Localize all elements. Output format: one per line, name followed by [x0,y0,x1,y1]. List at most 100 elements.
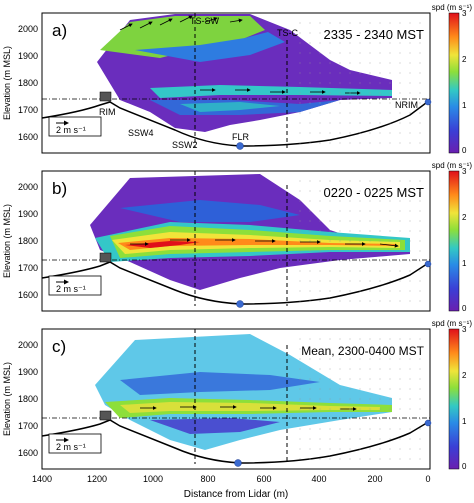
ssw2-label: SSW2 [172,140,198,150]
sample-dot [309,190,311,192]
sample-dot [379,388,381,390]
sample-dot [349,240,351,242]
sample-dot [309,42,311,44]
sample-dot [369,290,371,292]
nrim-marker [424,98,432,106]
sample-dot [359,112,361,114]
sample-dot [399,338,401,340]
sample-dot [329,122,331,124]
sample-dot [389,260,391,262]
sample-dot [329,102,331,104]
sample-dot [299,92,301,94]
sample-dot [359,418,361,420]
sample-dot [309,32,311,34]
scale-label: 2 m s⁻¹ [56,125,86,135]
sample-dot [309,92,311,94]
wind-arrows [119,15,361,95]
sample-dot [329,22,331,24]
sample-dot [299,368,301,370]
sample-dot [359,210,361,212]
sample-dot [309,52,311,54]
sample-dot [299,240,301,242]
sample-dot [369,22,371,24]
sample-dot [329,418,331,420]
sample-dot [299,250,301,252]
sample-dot [349,260,351,262]
sample-dot [389,52,391,54]
sample-dot [359,438,361,440]
sample-dot [399,142,401,144]
x-tick: 400 [311,474,326,484]
sample-dot [349,52,351,54]
sample-dot [309,200,311,202]
sample-dot [389,398,391,400]
sample-dot [329,270,331,272]
sample-dot [329,408,331,410]
sample-dot [409,62,411,64]
sample-dot [409,210,411,212]
sample-dot [309,122,311,124]
sample-dot [339,220,341,222]
sample-dot [309,270,311,272]
sample-dot [409,368,411,370]
sample-dot [329,250,331,252]
sample-dot [339,210,341,212]
panel-c: 2 m s⁻¹ c) Mean, 2300-0400 MST [41,328,432,470]
field-red [125,241,200,248]
sample-dot [359,398,361,400]
sample-dot [359,348,361,350]
sample-dot [329,200,331,202]
sample-dot [349,72,351,74]
nrim-marker [424,419,432,427]
scale-label: 2 m s⁻¹ [56,442,86,452]
sample-dot [349,22,351,24]
sample-dot [329,348,331,350]
sample-dot [409,32,411,34]
sample-dot [299,438,301,440]
colorbar-tick: 0 [462,304,467,313]
sample-dot [399,190,401,192]
sample-dot [379,338,381,340]
sample-dot [309,210,311,212]
sample-dot [369,240,371,242]
sample-dot [409,112,411,114]
sample-dot [399,270,401,272]
sample-dot [349,62,351,64]
colorbar-tick: 3 [462,325,467,334]
sample-dot [339,348,341,350]
sample-dot [409,200,411,202]
sample-dot [419,348,421,350]
sample-dot [399,448,401,450]
sample-dot [339,458,341,460]
sample-dot [319,22,321,24]
sample-dot [399,438,401,440]
sample-dot [419,220,421,222]
sample-dot [419,52,421,54]
sample-dot [319,112,321,114]
sample-dot [399,378,401,380]
sample-dot [359,448,361,450]
sample-dot [419,300,421,302]
sample-dot [419,22,421,24]
sample-dot [419,42,421,44]
sample-dot [299,200,301,202]
sample-dot [349,250,351,252]
sample-dot [359,180,361,182]
sample-dot [329,358,331,360]
sample-dot [319,190,321,192]
sample-dot [409,260,411,262]
sample-dot [399,92,401,94]
sample-dot [319,368,321,370]
sample-dot [309,358,311,360]
sample-dot [299,408,301,410]
sample-dot [379,42,381,44]
x-tick: 0 [425,474,430,484]
sample-dot [349,388,351,390]
sample-dot [399,408,401,410]
sample-dot [359,290,361,292]
field-cyan-mid [150,85,392,98]
sample-dot [329,220,331,222]
sample-dot [299,122,301,124]
sample-dot [339,290,341,292]
sample-dot [359,230,361,232]
